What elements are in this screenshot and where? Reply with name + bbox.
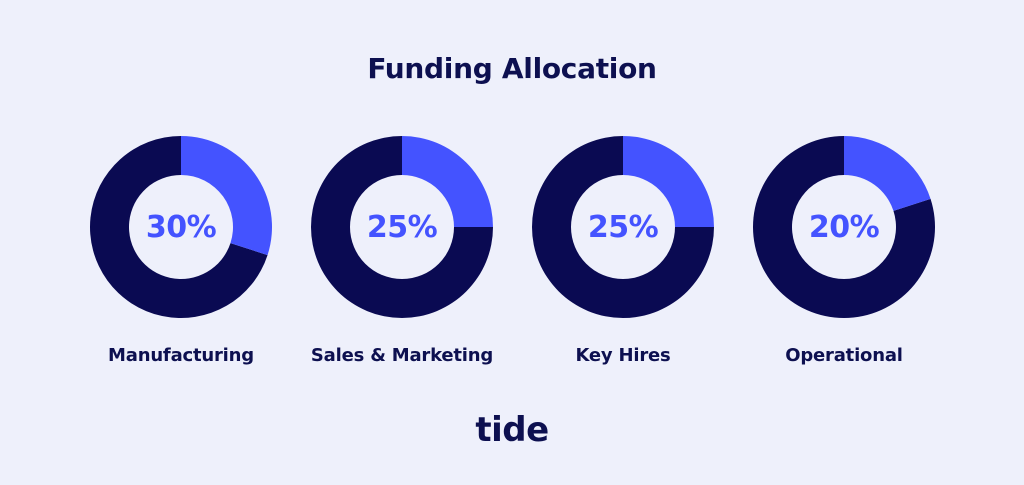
category-label-operational: Operational — [785, 345, 903, 366]
donut-remainder-slice — [753, 136, 935, 318]
donut-value-slice — [402, 136, 493, 227]
donut-value-slice — [623, 136, 714, 227]
donut-value-label: 25% — [366, 209, 438, 245]
donut-value-label: 25% — [587, 209, 659, 245]
chart-title: Funding Allocation — [367, 52, 657, 85]
donut-value-slice — [844, 136, 931, 211]
donut-value-label: 30% — [145, 209, 217, 245]
donut-chart-manufacturing: 30% — [90, 136, 272, 318]
donut-svg — [753, 136, 935, 318]
tide-logo: tide — [475, 410, 549, 450]
donut-value-slice — [181, 136, 272, 256]
category-label-sales-marketing: Sales & Marketing — [310, 345, 494, 366]
donut-svg — [532, 136, 714, 318]
donut-svg — [311, 136, 493, 318]
donut-svg — [90, 136, 272, 318]
donut-value-label: 20% — [808, 209, 880, 245]
donut-remainder-slice — [311, 136, 493, 318]
donut-chart-key-hires: 25% — [532, 136, 714, 318]
category-label-manufacturing: Manufacturing — [108, 345, 254, 366]
donut-chart-sales-marketing: 25% — [311, 136, 493, 318]
donut-chart-operational: 20% — [753, 136, 935, 318]
category-label-key-hires: Key Hires — [575, 345, 671, 366]
donut-remainder-slice — [532, 136, 714, 318]
donut-remainder-slice — [90, 136, 268, 318]
